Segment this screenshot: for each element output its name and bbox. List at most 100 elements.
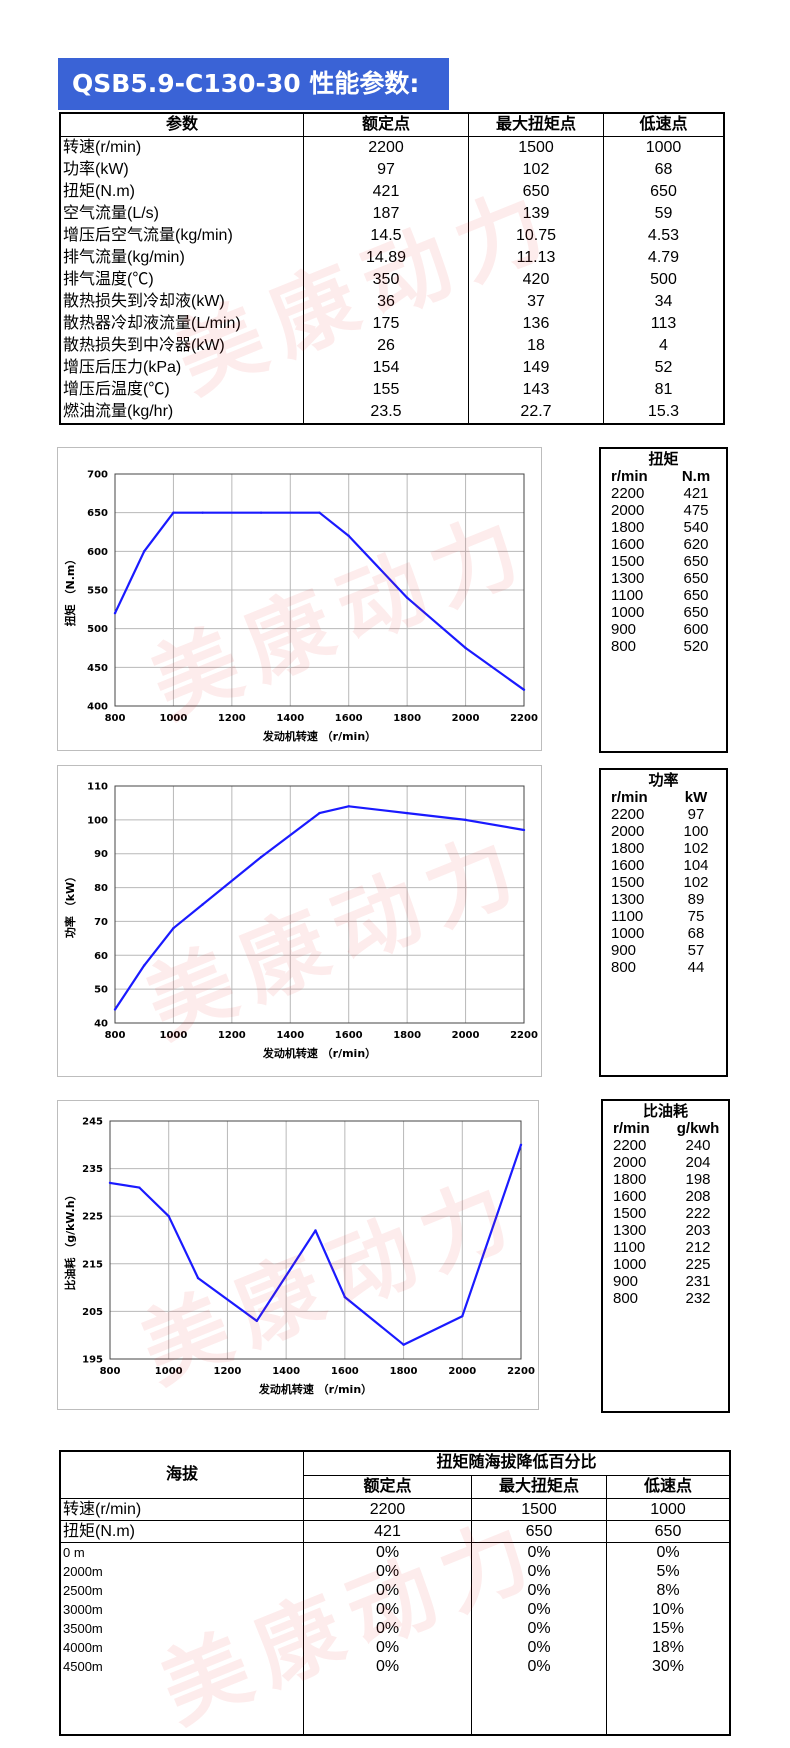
data-point (347, 805, 350, 808)
rpm-header: r/min (613, 1120, 650, 1137)
parameter-name: 排气温度(℃) (59, 269, 304, 291)
rpm-value: 800 (613, 1290, 639, 1307)
rpm-value: 1500 (613, 1205, 647, 1222)
y-axis-label: 功率 （kW） (63, 871, 77, 938)
parameter-value: 4.79 (603, 247, 725, 269)
rpm-value: 800 (611, 959, 637, 976)
rpm-value: 1100 (611, 587, 644, 604)
data-value: 650 (683, 604, 709, 621)
x-tick-label: 2200 (507, 1366, 535, 1377)
side-data-row: 1600 620 (601, 536, 726, 553)
rpm-value: 1800 (611, 519, 645, 536)
rpm-value: 1800 (611, 840, 645, 857)
rpm-value: 1000 (611, 604, 645, 621)
data-value: 225 (685, 1256, 711, 1273)
rpm-value: 2200 (611, 485, 645, 502)
performance-table: 参数 额定点 最大扭矩点 低速点 转速(r/min) 2200 1500 1000 功率… (59, 112, 725, 425)
x-tick-label: 1800 (393, 713, 421, 724)
data-value: 208 (685, 1188, 711, 1205)
data-point (519, 1143, 523, 1146)
side-data-row: 1800 102 (601, 840, 726, 857)
performance-row: 散热损失到冷却液(kW) 36 37 34 (59, 291, 725, 313)
parameter-value: 102 (468, 159, 604, 181)
header-rated: 额定点 (303, 112, 469, 137)
x-tick-label: 1200 (214, 1366, 242, 1377)
rpm-value: 1300 (613, 1222, 647, 1239)
data-value: 540 (683, 519, 709, 536)
derate-percent: 0% (303, 1600, 472, 1619)
subheader-max-torque: 最大扭矩点 (471, 1475, 607, 1499)
torque-chart-svg: 800 1000 1200 1400 1600 1800 2000 2200 400 450 500… (63, 470, 538, 744)
derate-percent: 0% (303, 1619, 472, 1638)
parameter-value: 14.89 (303, 247, 469, 269)
parameter-name: 转速(r/min) (59, 136, 304, 159)
side-data-row: 1800 198 (603, 1171, 728, 1188)
y-tick-label: 650 (87, 508, 108, 519)
data-point (113, 612, 117, 615)
fuel-consumption-chart: 800 1000 1200 1400 1600 1800 2000 2200 195 205 215… (57, 1100, 539, 1410)
parameter-name: 功率(kW) (59, 159, 304, 181)
altitude-label: 4000m (59, 1638, 304, 1657)
parameter-value: 113 (603, 313, 725, 335)
performance-row: 扭矩(N.m) 421 650 650 (59, 181, 725, 203)
altitude-ref-label: 扭矩(N.m) (59, 1520, 304, 1543)
side-data-row: 1000 225 (603, 1256, 728, 1273)
rpm-value: 1500 (611, 553, 645, 570)
altitude-ref-value: 650 (471, 1520, 607, 1543)
empty-cell (471, 1676, 607, 1735)
empty-cell (59, 1676, 304, 1735)
rpm-value: 1300 (611, 891, 645, 908)
rpm-value: 2000 (613, 1154, 647, 1171)
fuel-consumption-data-title: 比油耗 (642, 1103, 688, 1120)
x-tick-label: 1600 (335, 1030, 363, 1041)
side-data-row: 1100 650 (601, 587, 726, 604)
derate-percent: 0% (471, 1638, 607, 1657)
parameter-value: 36 (303, 291, 469, 313)
y-axis-label: 扭矩 （N.m） (63, 554, 77, 627)
x-tick-label: 1000 (155, 1366, 183, 1377)
empty-cell (606, 1676, 731, 1735)
rpm-value: 1100 (611, 908, 644, 925)
derate-percent: 18% (606, 1638, 731, 1657)
data-point (259, 511, 263, 514)
parameter-value: 500 (603, 269, 725, 291)
parameter-value: 68 (603, 159, 725, 181)
altitude-corner: 海拔 (59, 1451, 304, 1499)
side-data-row: 2000 475 (601, 502, 726, 519)
data-point (522, 828, 526, 832)
rpm-value: 2000 (611, 823, 645, 840)
parameter-value: 149 (468, 357, 604, 379)
derate-percent: 5% (606, 1562, 731, 1581)
data-point (318, 811, 321, 815)
altitude-label: 3500m (59, 1619, 304, 1638)
plot-frame (109, 1120, 522, 1360)
data-point (318, 511, 321, 514)
derate-percent: 0% (303, 1638, 472, 1657)
side-data-row: 900 231 (603, 1273, 728, 1290)
altitude-row: 3500m 0% 0% 15% (59, 1619, 731, 1638)
side-data-row: 2000 100 (601, 823, 726, 840)
parameter-value: 2200 (303, 136, 469, 159)
power-chart: 800 1000 1200 1400 1600 1800 2000 2200 40 50 60 70 8… (57, 765, 542, 1077)
page-title: QSB5.9-C130-30 性能参数: (58, 58, 449, 110)
altitude-label: 4500m (59, 1657, 304, 1676)
data-point (343, 1295, 347, 1299)
parameter-value: 97 (303, 159, 469, 181)
y-tick-label: 235 (82, 1164, 103, 1175)
side-data-row: 800 520 (601, 638, 726, 655)
side-data-row: 1500 650 (601, 553, 726, 570)
parameter-value: 1500 (468, 136, 604, 159)
parameter-value: 22.7 (468, 401, 604, 424)
altitude-label: 0 m (59, 1542, 304, 1562)
header-low-speed: 低速点 (603, 112, 725, 137)
x-tick-label: 2000 (452, 1030, 480, 1041)
y-tick-label: 100 (87, 815, 108, 826)
parameter-value: 52 (603, 357, 725, 379)
y-tick-label: 50 (94, 985, 108, 996)
altitude-row: 2000m 0% 0% 5% (59, 1562, 731, 1581)
parameter-value: 1000 (603, 136, 725, 159)
side-data-row: 2200 421 (601, 485, 726, 502)
y-tick-label: 195 (82, 1355, 103, 1366)
subheader-low-speed: 低速点 (606, 1475, 731, 1499)
parameter-value: 154 (303, 357, 469, 379)
